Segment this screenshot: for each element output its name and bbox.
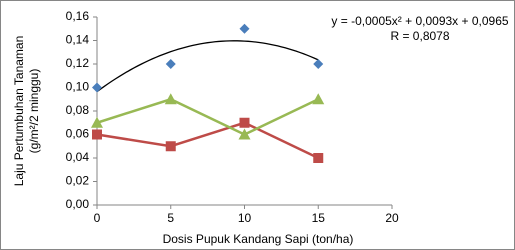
x-tick-label: 20 — [385, 211, 399, 225]
y-tick-label: 0,16 — [66, 9, 90, 23]
trend-equation: y = -0,0005x² + 0,0093x + 0,0965 — [331, 14, 508, 28]
marker — [313, 153, 324, 163]
marker — [92, 82, 102, 93]
y-tick-label: 0,14 — [66, 33, 90, 47]
y-tick-label: 0,04 — [66, 150, 90, 164]
marker — [239, 23, 250, 34]
x-tick-label: 10 — [238, 211, 252, 225]
marker — [91, 116, 103, 128]
marker — [92, 129, 102, 140]
series-line — [96, 97, 319, 136]
series-line — [96, 121, 319, 160]
y-axis-label-line: (g/m²/2 minggu) — [27, 69, 41, 154]
y-tick-label: 0,08 — [66, 103, 90, 117]
x-tick-label: 5 — [167, 211, 174, 225]
marker — [313, 59, 324, 69]
marker — [239, 117, 250, 128]
y-tick-label: 0,12 — [66, 56, 90, 70]
y-tick-label: 0,10 — [66, 80, 90, 94]
marker — [165, 59, 176, 69]
y-tick-label: 0,06 — [66, 127, 90, 141]
marker — [238, 128, 251, 140]
trendline — [96, 40, 319, 93]
trend-r: R = 0,8078 — [390, 29, 449, 43]
marker — [164, 93, 177, 105]
y-axis-label-line: Laju Pertumbuhan Tanaman — [12, 36, 26, 187]
marker — [165, 141, 176, 152]
y-tick-label: 0,02 — [66, 174, 90, 188]
y-tick-label: 0,00 — [66, 197, 90, 211]
marker — [312, 93, 325, 105]
x-tick-label: 15 — [312, 211, 326, 225]
x-tick-label: 0 — [94, 211, 101, 225]
x-axis-label: Dosis Pupuk Kandang Sapi (ton/ha) — [163, 232, 354, 246]
y-axis-label: Laju Pertumbuhan Tanaman (g/m²/2 minggu) — [12, 36, 41, 187]
